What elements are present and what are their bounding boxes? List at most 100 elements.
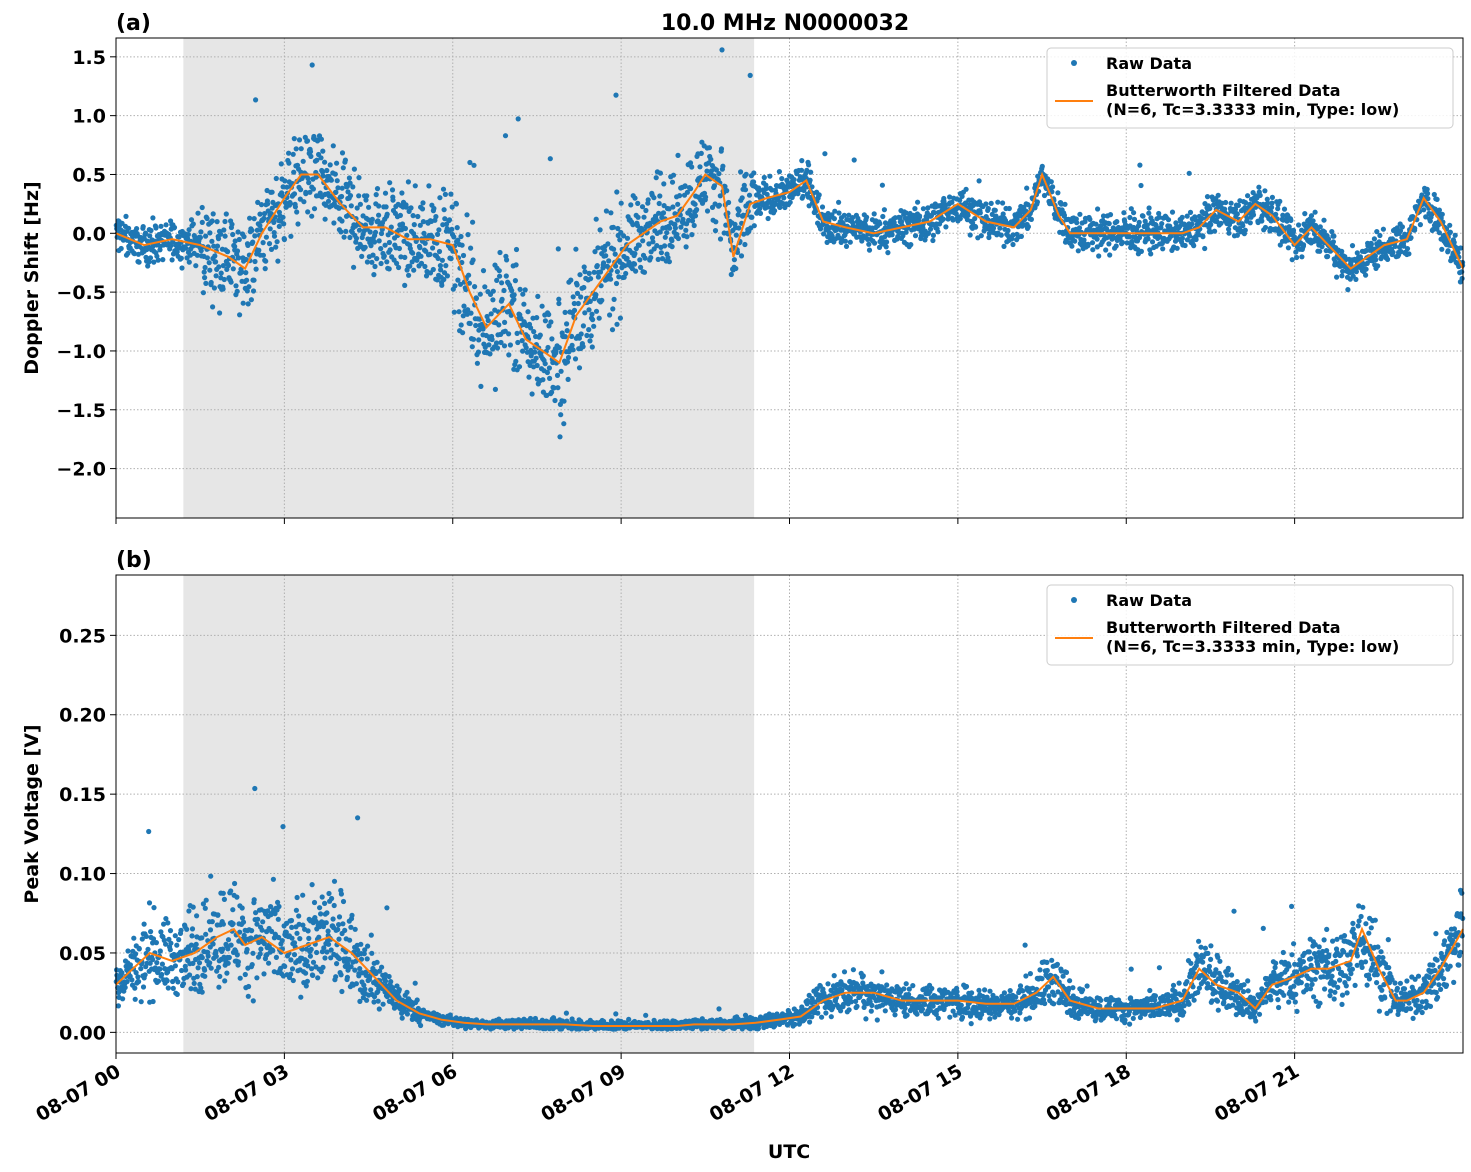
- raw-data-point: [1121, 210, 1127, 216]
- raw-data-point: [442, 216, 448, 222]
- raw-data-point: [297, 196, 303, 202]
- raw-data-point: [513, 246, 520, 253]
- raw-data-point: [363, 197, 369, 203]
- raw-data-point: [195, 210, 201, 216]
- raw-data-point: [372, 229, 379, 235]
- raw-data-point: [234, 248, 241, 254]
- raw-data-point: [492, 386, 498, 392]
- raw-data-point: [716, 202, 723, 208]
- raw-data-point: [903, 229, 909, 235]
- raw-data-point: [667, 225, 673, 231]
- raw-data-point: [556, 300, 562, 307]
- raw-data-point: [207, 960, 213, 966]
- raw-data-point: [678, 224, 684, 230]
- raw-data-point: [576, 365, 583, 371]
- raw-data-point: [376, 1006, 382, 1012]
- raw-data-point: [278, 161, 284, 167]
- raw-data-point: [1062, 201, 1068, 207]
- raw-data-point: [881, 207, 888, 213]
- raw-data-point: [662, 234, 668, 240]
- raw-data-point: [859, 238, 865, 244]
- raw-data-point: [487, 351, 493, 357]
- raw-data-point: [216, 264, 222, 270]
- raw-data-point: [466, 272, 472, 278]
- raw-data-point: [249, 962, 255, 968]
- raw-data-point: [589, 344, 595, 350]
- raw-data-point: [712, 228, 719, 234]
- raw-data-point: [154, 253, 160, 259]
- legend-filtered-params: (N=6, Tc=3.3333 min, Type: low): [1106, 100, 1399, 119]
- raw-data-point: [224, 266, 230, 272]
- raw-data-point: [1075, 248, 1081, 254]
- raw-data-point: [434, 277, 440, 283]
- raw-data-point: [301, 199, 307, 205]
- raw-data-point: [153, 940, 159, 946]
- raw-data-point: [601, 247, 608, 253]
- raw-data-point: [674, 231, 680, 238]
- raw-data-point: [269, 189, 275, 195]
- raw-data-point: [891, 219, 897, 226]
- raw-data-point: [496, 322, 502, 328]
- raw-data-point: [1204, 194, 1211, 200]
- raw-data-point: [1380, 226, 1386, 232]
- raw-data-point: [222, 233, 228, 239]
- raw-data-point: [757, 206, 763, 212]
- raw-data-point: [241, 234, 247, 240]
- raw-data-point: [384, 259, 390, 265]
- raw-data-point: [150, 215, 156, 221]
- raw-data-point: [742, 187, 749, 193]
- raw-data-point: [411, 267, 417, 273]
- raw-data-point: [138, 966, 144, 972]
- raw-data-point: [733, 265, 739, 272]
- raw-data-point: [307, 189, 313, 195]
- raw-data-point: [478, 383, 484, 389]
- raw-data-point: [631, 261, 638, 267]
- raw-data-point: [183, 967, 189, 973]
- raw-data-point: [691, 222, 697, 229]
- raw-data-point: [1094, 236, 1100, 242]
- panel-b-peak-voltage: 0.250.200.150.100.050.00 (b) Peak Voltag…: [21, 548, 1466, 1059]
- raw-data-point: [572, 356, 579, 362]
- raw-data-point: [342, 927, 348, 934]
- raw-data-point: [666, 259, 673, 265]
- raw-data-point: [1331, 233, 1337, 239]
- raw-data-point: [573, 246, 579, 252]
- raw-data-point: [703, 194, 709, 200]
- raw-data-point: [531, 329, 537, 335]
- raw-data-point: [119, 970, 125, 976]
- panel-label: (a): [116, 11, 151, 36]
- raw-data-point: [422, 263, 428, 270]
- raw-data-point: [1182, 242, 1188, 249]
- raw-data-point: [257, 211, 263, 217]
- raw-data-point: [402, 225, 408, 232]
- raw-data-point: [590, 317, 596, 323]
- raw-data-point: [286, 160, 292, 166]
- raw-data-point: [260, 919, 266, 925]
- raw-data-point: [317, 905, 323, 911]
- raw-data-point: [689, 218, 696, 224]
- raw-data-point: [199, 204, 205, 211]
- raw-data-point: [150, 957, 156, 963]
- raw-data-point: [176, 937, 182, 943]
- raw-data-point: [336, 922, 342, 928]
- raw-data-point: [435, 231, 441, 237]
- raw-data-point: [499, 296, 505, 302]
- raw-data-point: [588, 333, 594, 339]
- raw-data-point: [807, 1019, 813, 1025]
- raw-data-point: [420, 219, 426, 225]
- raw-data-point: [704, 168, 710, 174]
- raw-data-point: [501, 287, 507, 294]
- raw-data-point: [210, 304, 216, 310]
- raw-data-point: [1106, 221, 1112, 227]
- raw-data-point: [1392, 243, 1398, 249]
- raw-data-point: [382, 242, 388, 248]
- raw-data-point: [209, 238, 215, 244]
- raw-data-point: [334, 961, 340, 967]
- raw-data-point: [1269, 194, 1275, 200]
- raw-data-point: [521, 301, 527, 307]
- raw-data-point: [145, 263, 151, 269]
- y-tick-label: 1.5: [72, 47, 106, 69]
- raw-data-point: [336, 914, 343, 920]
- raw-data-point: [199, 989, 205, 995]
- raw-data-point: [950, 217, 956, 223]
